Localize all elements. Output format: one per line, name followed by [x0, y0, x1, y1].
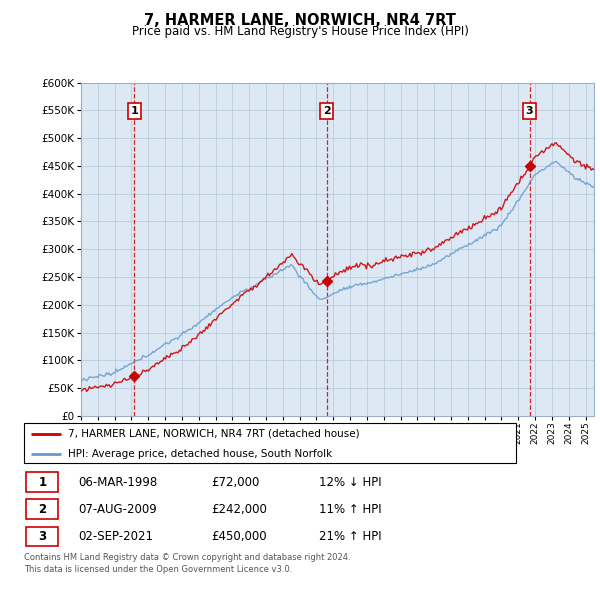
Text: 7, HARMER LANE, NORWICH, NR4 7RT: 7, HARMER LANE, NORWICH, NR4 7RT — [144, 13, 456, 28]
Text: £72,000: £72,000 — [211, 476, 259, 489]
FancyBboxPatch shape — [26, 526, 58, 546]
Text: 3: 3 — [526, 106, 533, 116]
Text: 2: 2 — [38, 503, 47, 516]
Text: Contains HM Land Registry data © Crown copyright and database right 2024.
This d: Contains HM Land Registry data © Crown c… — [24, 553, 350, 574]
Text: 06-MAR-1998: 06-MAR-1998 — [78, 476, 157, 489]
FancyBboxPatch shape — [26, 499, 58, 519]
Text: 21% ↑ HPI: 21% ↑ HPI — [319, 530, 382, 543]
Text: HPI: Average price, detached house, South Norfolk: HPI: Average price, detached house, Sout… — [68, 450, 332, 460]
Text: 11% ↑ HPI: 11% ↑ HPI — [319, 503, 382, 516]
Text: 02-SEP-2021: 02-SEP-2021 — [78, 530, 153, 543]
FancyBboxPatch shape — [24, 423, 516, 463]
Text: Price paid vs. HM Land Registry's House Price Index (HPI): Price paid vs. HM Land Registry's House … — [131, 25, 469, 38]
Text: 3: 3 — [38, 530, 47, 543]
Text: 07-AUG-2009: 07-AUG-2009 — [78, 503, 157, 516]
Text: 12% ↓ HPI: 12% ↓ HPI — [319, 476, 382, 489]
Text: 1: 1 — [131, 106, 139, 116]
Text: 1: 1 — [38, 476, 47, 489]
Text: 2: 2 — [323, 106, 331, 116]
Text: 7, HARMER LANE, NORWICH, NR4 7RT (detached house): 7, HARMER LANE, NORWICH, NR4 7RT (detach… — [68, 429, 360, 439]
Text: £450,000: £450,000 — [211, 530, 266, 543]
Text: £242,000: £242,000 — [211, 503, 267, 516]
FancyBboxPatch shape — [26, 472, 58, 492]
